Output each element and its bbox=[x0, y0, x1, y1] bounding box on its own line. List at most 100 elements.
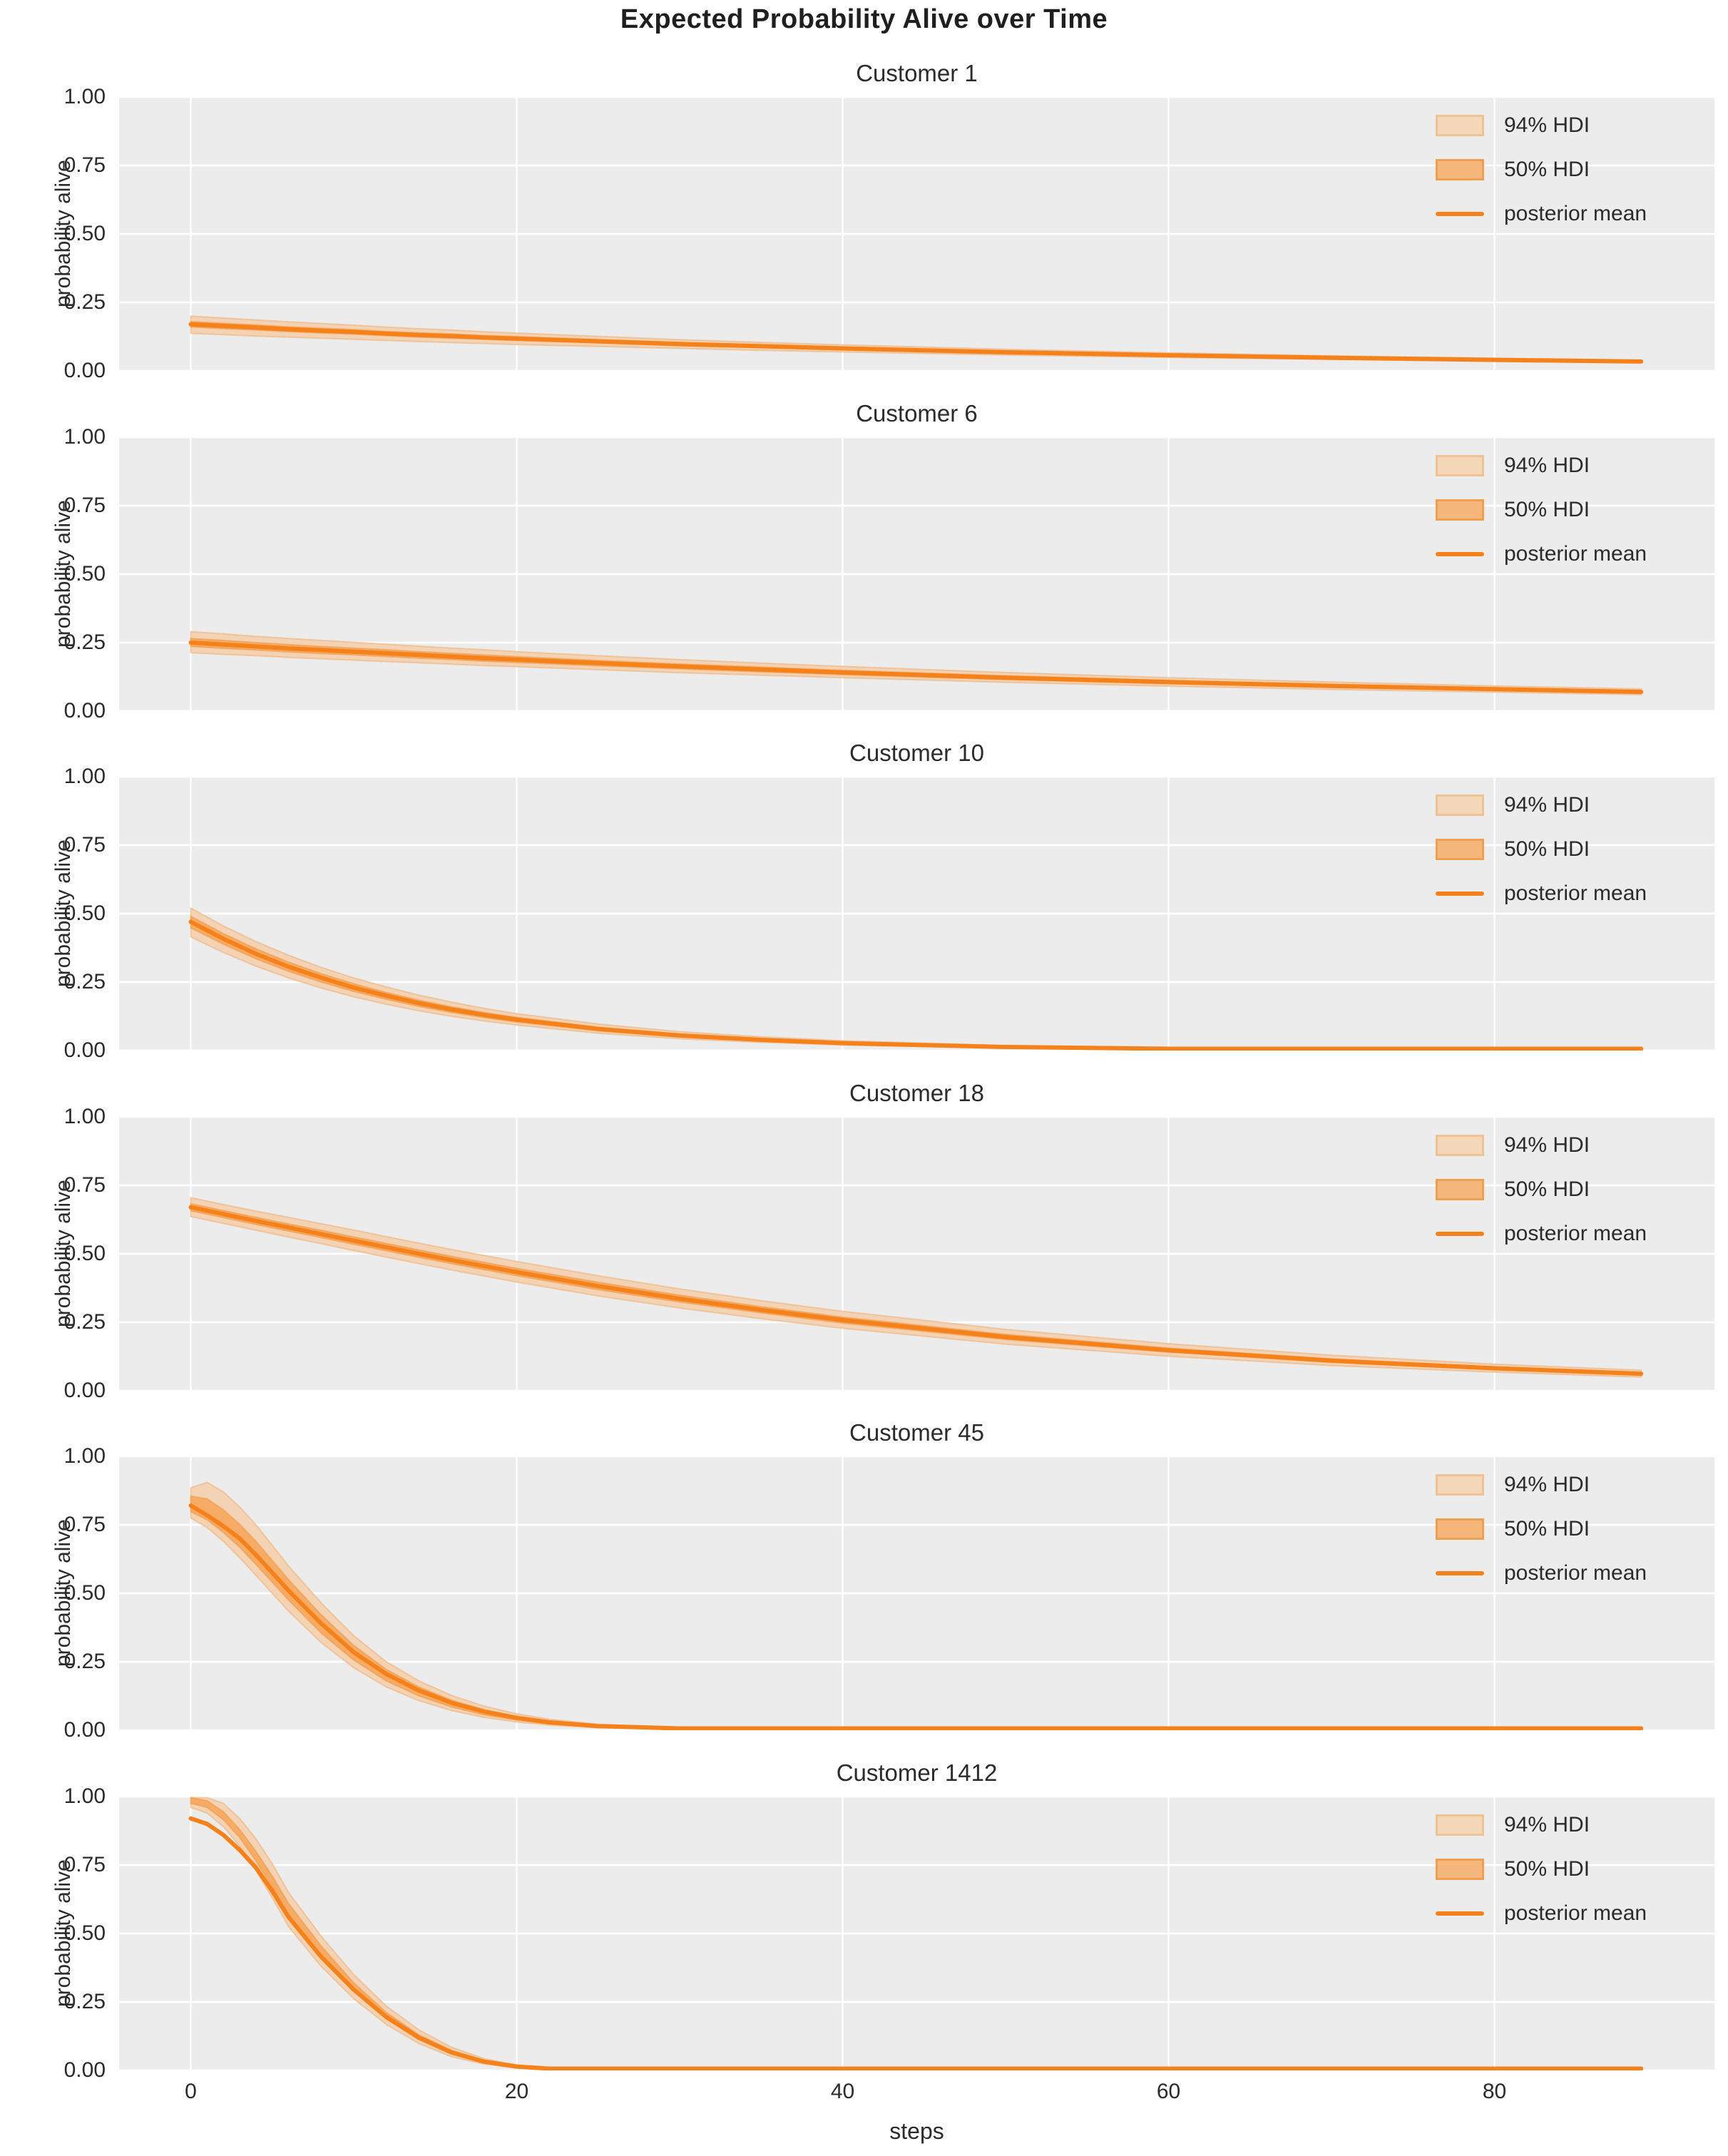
chart-canvas bbox=[119, 1116, 1714, 1391]
y-tick-label: 0.75 bbox=[63, 153, 106, 177]
x-tick-label: 60 bbox=[1156, 2080, 1181, 2103]
y-tick-label: 0.75 bbox=[63, 1853, 106, 1876]
legend-line-posterior-mean bbox=[1436, 1911, 1484, 1916]
legend-swatch-94hdi bbox=[1436, 115, 1484, 136]
chart-canvas bbox=[119, 436, 1714, 711]
legend: 94% HDI 50% HDI posterior mean bbox=[1436, 792, 1647, 925]
legend-swatch-50hdi bbox=[1436, 1518, 1484, 1541]
legend-label-94hdi: 94% HDI bbox=[1504, 1473, 1590, 1497]
legend-line-posterior-mean bbox=[1436, 1231, 1484, 1236]
y-tick-label: 0.00 bbox=[63, 1718, 106, 1742]
legend-item-94hdi: 94% HDI bbox=[1436, 453, 1647, 479]
x-axis-label: steps bbox=[889, 2118, 944, 2144]
legend-label-94hdi: 94% HDI bbox=[1504, 113, 1590, 137]
legend-swatch-50hdi bbox=[1436, 1859, 1484, 1880]
y-tick-label: 0.50 bbox=[63, 901, 106, 926]
y-tick-label: 0.00 bbox=[63, 2058, 106, 2082]
legend-item-posterior-mean: posterior mean bbox=[1436, 1221, 1647, 1247]
y-tick-label: 0.75 bbox=[63, 1513, 106, 1537]
posterior-mean-line bbox=[188, 1816, 1644, 2070]
subplot: Customer 18 probability alive 94% HDI 50… bbox=[0, 1080, 1728, 1428]
x-tick-label: 40 bbox=[830, 2080, 855, 2103]
x-tick-label: 0 bbox=[185, 2080, 197, 2103]
legend-item-50hdi: 50% HDI bbox=[1436, 157, 1647, 183]
x-tick-label: 80 bbox=[1482, 2080, 1507, 2103]
legend-item-posterior-mean: posterior mean bbox=[1436, 1901, 1647, 1926]
legend-label-posterior-mean: posterior mean bbox=[1504, 202, 1647, 225]
y-tick-label: 0.25 bbox=[63, 290, 106, 314]
figure-title: Expected Probability Alive over Time bbox=[620, 4, 1108, 34]
legend-item-50hdi: 50% HDI bbox=[1436, 1177, 1647, 1202]
subplot: Customer 6 probability alive 94% HDI 50%… bbox=[0, 400, 1728, 748]
legend-line-posterior-mean bbox=[1436, 891, 1484, 896]
y-tick-label: 0.25 bbox=[63, 1650, 106, 1674]
posterior-mean-line bbox=[188, 640, 1644, 694]
legend-item-94hdi: 94% HDI bbox=[1436, 1133, 1647, 1158]
x-axis: 0 20 40 60 80 bbox=[119, 2080, 1714, 2108]
legend-item-94hdi: 94% HDI bbox=[1436, 1472, 1647, 1498]
legend-swatch-50hdi bbox=[1436, 499, 1484, 521]
legend-label-50hdi: 50% HDI bbox=[1504, 1517, 1590, 1541]
legend: 94% HDI 50% HDI posterior mean bbox=[1436, 453, 1647, 586]
legend-label-94hdi: 94% HDI bbox=[1504, 793, 1590, 817]
hdi94-band bbox=[190, 1196, 1642, 1378]
legend-line-posterior-mean bbox=[1436, 551, 1484, 556]
plot-area: 94% HDI 50% HDI posterior mean bbox=[119, 436, 1714, 711]
legend-item-posterior-mean: posterior mean bbox=[1436, 1560, 1647, 1586]
hdi94-band bbox=[190, 630, 1642, 695]
plot-area: 94% HDI 50% HDI posterior mean bbox=[119, 1116, 1714, 1391]
subplot-title: Customer 10 bbox=[849, 740, 984, 767]
legend: 94% HDI 50% HDI posterior mean bbox=[1436, 1812, 1647, 1945]
legend-item-94hdi: 94% HDI bbox=[1436, 113, 1647, 138]
legend-label-50hdi: 50% HDI bbox=[1504, 837, 1590, 862]
legend-swatch-50hdi bbox=[1436, 159, 1484, 180]
y-tick-label: 0.50 bbox=[63, 1241, 106, 1265]
y-tick-label: 0.00 bbox=[63, 1378, 106, 1402]
y-tick-label: 0.75 bbox=[63, 833, 106, 857]
y-tick-label: 0.25 bbox=[63, 970, 106, 994]
legend-label-50hdi: 50% HDI bbox=[1504, 158, 1590, 181]
legend-label-94hdi: 94% HDI bbox=[1504, 1133, 1590, 1157]
legend-item-posterior-mean: posterior mean bbox=[1436, 201, 1647, 227]
legend-swatch-50hdi bbox=[1436, 839, 1484, 861]
y-tick-label: 0.00 bbox=[63, 359, 106, 382]
legend-swatch-50hdi bbox=[1436, 1178, 1484, 1200]
plot-area: 94% HDI 50% HDI posterior mean bbox=[119, 97, 1714, 371]
legend-item-posterior-mean: posterior mean bbox=[1436, 541, 1647, 567]
legend-item-94hdi: 94% HDI bbox=[1436, 792, 1647, 818]
legend-swatch-94hdi bbox=[1436, 795, 1484, 817]
chart-canvas bbox=[119, 97, 1714, 371]
hdi94-band bbox=[190, 315, 1642, 364]
hdi94-band bbox=[190, 906, 1642, 1050]
chart-canvas bbox=[119, 777, 1714, 1051]
y-tick-label: 0.00 bbox=[63, 1038, 106, 1063]
y-tick-label: 0.50 bbox=[63, 1921, 106, 1945]
x-tick-label: 20 bbox=[504, 2080, 529, 2103]
y-tick-label: 0.50 bbox=[63, 222, 106, 245]
y-tick-label: 1.00 bbox=[63, 1104, 106, 1128]
subplot-title: Customer 45 bbox=[849, 1419, 984, 1446]
hdi50-band bbox=[190, 1202, 1642, 1376]
legend-item-50hdi: 50% HDI bbox=[1436, 1516, 1647, 1542]
legend-line-posterior-mean bbox=[1436, 1571, 1484, 1576]
legend-line-posterior-mean bbox=[1436, 212, 1484, 216]
legend-label-posterior-mean: posterior mean bbox=[1504, 1901, 1647, 1925]
plot-area: 94% HDI 50% HDI posterior mean bbox=[119, 777, 1714, 1051]
subplot: Customer 45 probability alive 94% HDI 50… bbox=[0, 1419, 1728, 1767]
legend-item-94hdi: 94% HDI bbox=[1436, 1812, 1647, 1838]
chart-canvas bbox=[119, 1456, 1714, 1731]
legend-label-50hdi: 50% HDI bbox=[1504, 497, 1590, 521]
legend-swatch-94hdi bbox=[1436, 1814, 1484, 1836]
y-tick-label: 0.50 bbox=[63, 561, 106, 586]
legend-item-50hdi: 50% HDI bbox=[1436, 497, 1647, 523]
subplot: Customer 1 probability alive 94% HDI 50%… bbox=[0, 60, 1728, 408]
y-tick-label: 0.50 bbox=[63, 1581, 106, 1605]
y-tick-label: 1.00 bbox=[63, 765, 106, 789]
subplot: Customer 10 probability alive 94% HDI 50… bbox=[0, 740, 1728, 1088]
legend-label-posterior-mean: posterior mean bbox=[1504, 1561, 1647, 1585]
y-tick-label: 0.25 bbox=[63, 630, 106, 654]
legend: 94% HDI 50% HDI posterior mean bbox=[1436, 1133, 1647, 1265]
legend-item-50hdi: 50% HDI bbox=[1436, 1856, 1647, 1882]
legend-label-50hdi: 50% HDI bbox=[1504, 1177, 1590, 1201]
